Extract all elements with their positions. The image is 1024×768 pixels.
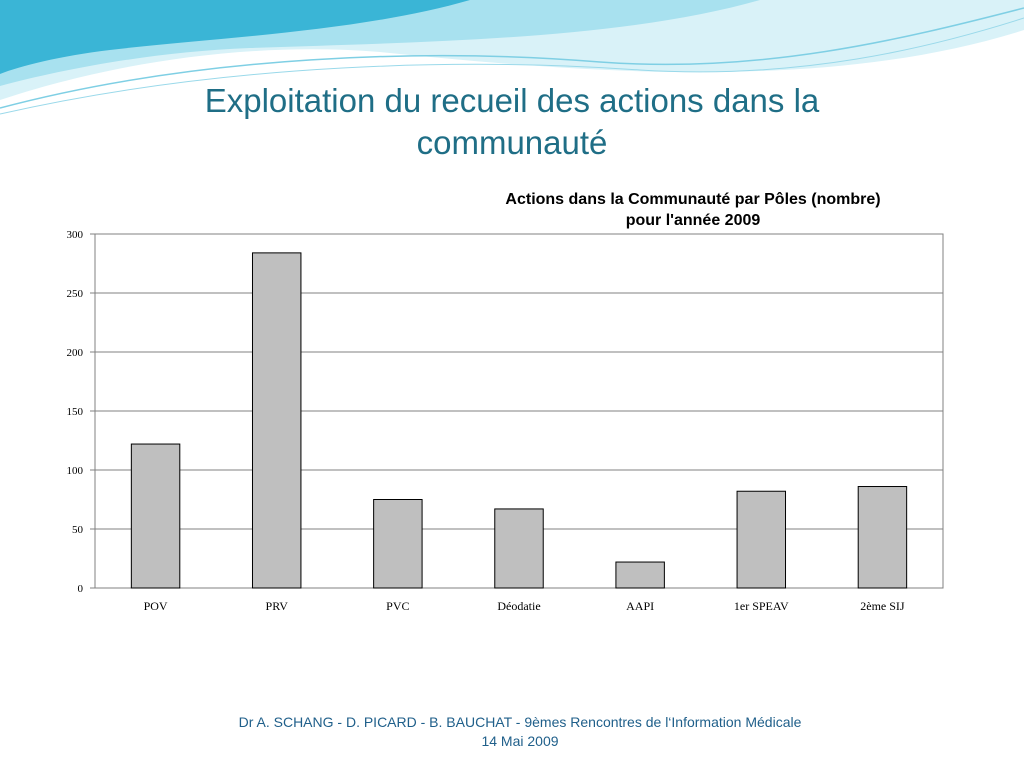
bar-1er-speav [736, 490, 787, 589]
y-tick-label: 300 [67, 229, 84, 241]
x-category-label: 2ème SIJ [860, 599, 905, 613]
wave-dark-band [0, 0, 470, 74]
bar-pov [130, 443, 181, 589]
bar-prv [251, 252, 302, 589]
slide-title-line-1: Exploitation du recueil des actions dans… [204, 82, 820, 119]
footer-date: 14 Mai 2009 [481, 733, 559, 749]
chart-title-line-2: pour l'année 2009 [625, 212, 761, 229]
y-tick-label: 100 [67, 465, 84, 477]
wave-line-2 [0, 17, 1024, 115]
wave-line-1 [0, 7, 1024, 109]
x-axis-categories: POV PRV PVC Déodatie AAPI 1er SPEAV 2ème SIJ [144, 599, 905, 613]
y-tick-label: 200 [67, 347, 84, 359]
x-category-label: PVC [386, 599, 409, 613]
bar-pvc [373, 499, 423, 589]
x-category-label: AAPI [626, 599, 654, 613]
y-tick-label: 150 [67, 406, 84, 418]
bar-d-odatie [494, 508, 544, 589]
y-axis-ticks: 0 50 100 150 200 250 300 [67, 229, 95, 595]
slide-title: Exploitation du recueil des actions dans… [60, 80, 964, 164]
bar-2-me-sij [857, 486, 908, 589]
footer: Dr A. SCHANG - D. PICARD - B. BAUCHAT - … [120, 713, 920, 751]
x-category-label: Déodatie [497, 599, 540, 613]
x-category-label: POV [144, 599, 168, 613]
gridlines [95, 292, 943, 530]
bar-aapi [615, 561, 665, 589]
slide-title-line-2: communauté [416, 124, 608, 161]
y-tick-label: 250 [67, 288, 84, 300]
header-wave-decoration [0, 0, 1024, 115]
y-tick-label: 0 [78, 583, 84, 595]
chart-title: Actions dans la Communauté par Pôles (no… [440, 189, 946, 231]
bars-group [130, 252, 908, 589]
footer-authors: Dr A. SCHANG - D. PICARD - B. BAUCHAT - … [238, 714, 802, 730]
chart-title-line-1: Actions dans la Communauté par Pôles (no… [505, 191, 881, 208]
y-tick-label: 50 [72, 524, 84, 536]
x-category-label: PRV [266, 599, 289, 613]
x-category-label: 1er SPEAV [734, 599, 789, 613]
bar-chart: 0 50 100 150 200 250 300 POV PRV PVC Déodatie AAPI… [67, 229, 944, 613]
